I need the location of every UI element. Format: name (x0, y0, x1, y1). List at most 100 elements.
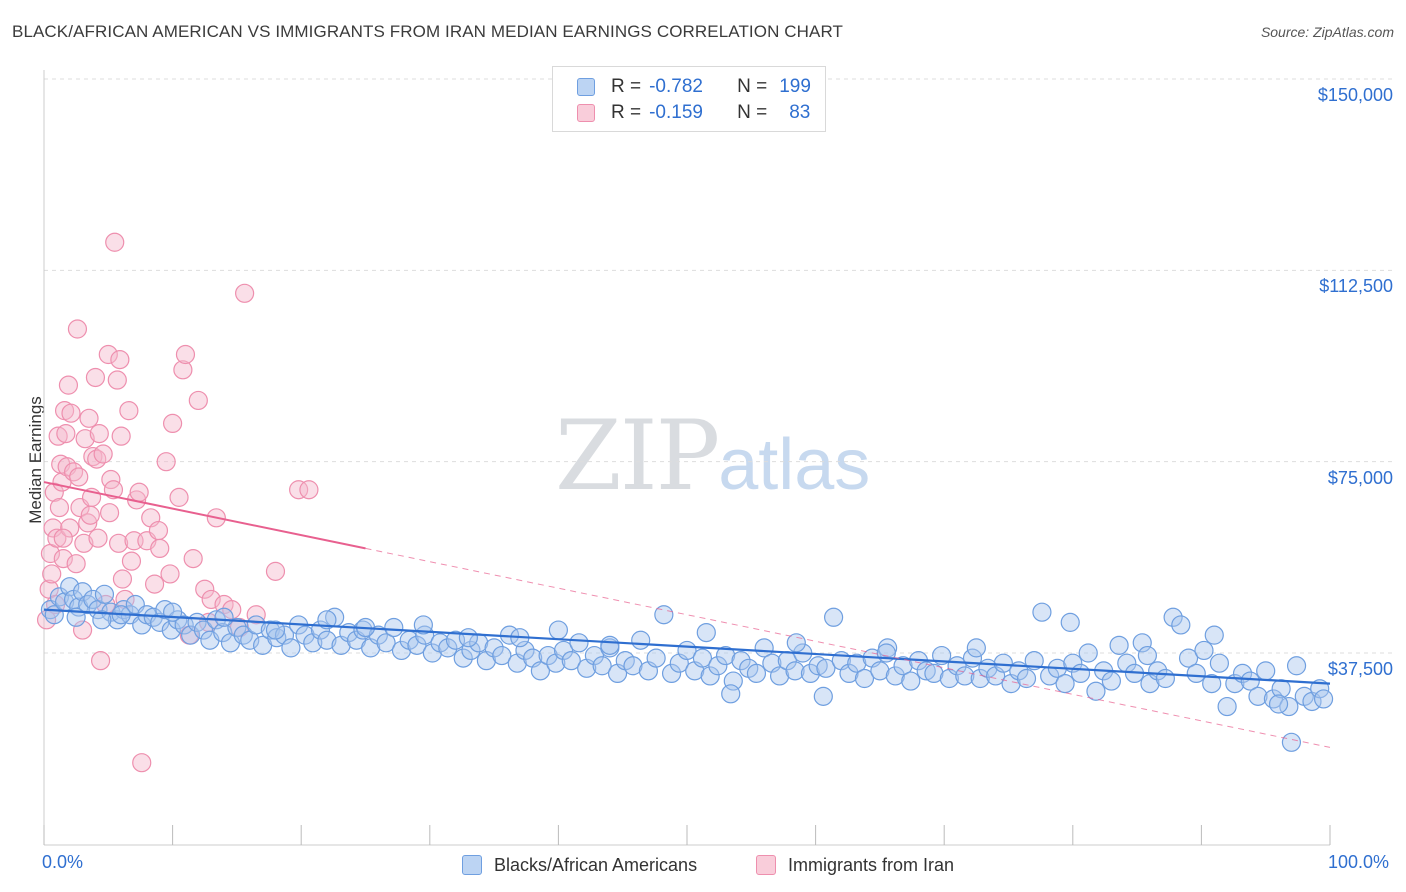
black-point (213, 622, 233, 643)
iran-point (222, 600, 242, 620)
source-label: Source: ZipAtlas.com (1260, 24, 1394, 40)
iran-point (88, 528, 108, 548)
black-point (654, 605, 674, 625)
legend-row-iran: R = -0.159 N = 83 (577, 101, 810, 125)
black-point (227, 617, 247, 638)
iran-point (299, 480, 319, 500)
black-point (384, 617, 404, 638)
iran-point (56, 424, 76, 444)
black-point (548, 620, 569, 640)
iran-point (47, 528, 67, 548)
black-point (692, 648, 713, 668)
black-point (715, 645, 736, 666)
iran-point (173, 360, 193, 380)
axes (43, 70, 1331, 846)
black-point (1086, 681, 1106, 701)
black-point (1070, 663, 1091, 684)
black-point (1016, 668, 1037, 689)
black-point (92, 610, 112, 630)
black-point (1101, 671, 1121, 691)
iran-point (66, 554, 86, 574)
iran-point (74, 533, 94, 553)
iran-point (119, 401, 139, 421)
black-point (1032, 602, 1052, 622)
black-trend-line (43, 608, 1331, 685)
iran-point (78, 513, 98, 533)
iran-point (175, 344, 196, 365)
legend-row-blacks: R = -0.782 N = 199 (577, 75, 811, 99)
trend-lines (43, 481, 1331, 748)
black-point (1109, 635, 1129, 655)
iran-point (150, 538, 170, 559)
black-point (553, 640, 574, 661)
black-point (1256, 661, 1276, 681)
black-point (808, 656, 828, 676)
iran-point (108, 533, 129, 553)
iran-point (99, 503, 120, 523)
iran-point (67, 319, 88, 339)
black-point (267, 628, 287, 648)
iran-point (111, 426, 131, 446)
black-point (1194, 640, 1214, 661)
black-point (854, 668, 875, 689)
y-tick-label: $150,000 (1317, 85, 1393, 105)
black-point (295, 625, 315, 645)
iran-point (80, 505, 100, 525)
iran-point (107, 370, 127, 390)
black-point (924, 663, 944, 684)
iran-points (36, 232, 319, 773)
black-point (623, 656, 643, 676)
iran-point (103, 480, 124, 500)
grid-lines (44, 78, 1395, 654)
black-point (1171, 615, 1191, 635)
black-point (515, 640, 535, 661)
black-point (870, 661, 890, 681)
black-point (317, 610, 337, 630)
black-point (1268, 694, 1289, 714)
black-point (696, 622, 716, 643)
black-point (885, 666, 905, 686)
iran-point (144, 574, 165, 594)
black-point (438, 638, 458, 658)
black-point (281, 638, 301, 658)
black-point (816, 658, 836, 678)
black-point (646, 648, 666, 668)
iran-point (89, 424, 109, 444)
iran-point (163, 413, 183, 433)
black-point (1078, 643, 1098, 663)
black-point (453, 648, 473, 668)
black-point (1055, 674, 1075, 694)
black-point (824, 607, 844, 627)
black-point (376, 633, 396, 653)
black-point (530, 661, 550, 681)
black-point (1217, 696, 1237, 717)
black-point (1024, 651, 1044, 671)
black-point (592, 656, 612, 676)
iran-point (63, 462, 84, 482)
black-point (1186, 663, 1206, 684)
iran-point (69, 467, 89, 487)
iran-point (53, 528, 73, 548)
n-label: N = (737, 76, 768, 97)
iran-point (132, 753, 152, 773)
black-point (1209, 653, 1230, 673)
watermark-atlas: atlas (718, 425, 871, 505)
iran-point (156, 452, 176, 472)
black-point (260, 620, 280, 640)
iran-point (48, 426, 68, 446)
r-label: R = (611, 102, 642, 123)
iran-trend-line (43, 481, 366, 550)
black-point (708, 656, 728, 676)
n-label: N = (737, 102, 768, 123)
iran-point (110, 350, 130, 370)
black-point (107, 610, 127, 630)
iran-point (246, 605, 266, 625)
black-point (78, 594, 98, 615)
legend-label-iran: Immigrants from Iran (788, 854, 955, 875)
black-point (1132, 633, 1152, 653)
black-point (813, 686, 833, 706)
legend-swatch-pink (756, 855, 776, 875)
iran-point (148, 520, 169, 541)
iran-point (195, 579, 215, 599)
